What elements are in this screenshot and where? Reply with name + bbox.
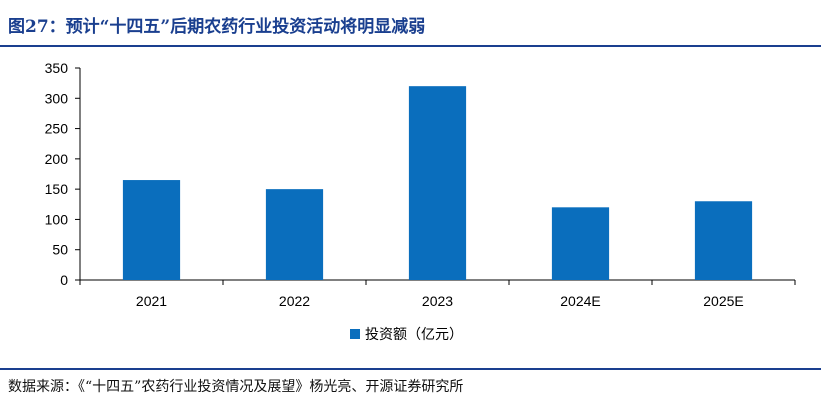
bar-2023: [408, 86, 467, 281]
figure-title: 图27：预计“十四五”后期农药行业投资活动将明显减弱: [8, 17, 426, 37]
x-tick-label: 2024E: [560, 293, 600, 309]
x-tick-label: 2025E: [703, 293, 743, 309]
legend: 投资额（亿元）: [350, 327, 463, 343]
legend-swatch: [350, 329, 360, 339]
y-tick-label: 0: [60, 272, 68, 288]
bar-2024E: [551, 207, 610, 280]
y-axis: 0 50 100 150 200 250 300 350: [45, 60, 81, 288]
title-divider: [0, 45, 821, 47]
y-tick-label: 50: [52, 242, 68, 258]
y-tick-label: 250: [45, 121, 69, 137]
y-tick-label: 100: [45, 211, 69, 227]
bar-2022: [265, 189, 324, 280]
x-tick-label: 2023: [422, 293, 453, 309]
bar-2021: [122, 180, 181, 280]
y-tick-label: 200: [45, 151, 69, 167]
x-tick-label: 2021: [136, 293, 167, 309]
source-note: 数据来源：《“十四五”农药行业投资情况及展望》杨光亮、开源证券研究所: [8, 379, 464, 395]
x-axis: 2021 2022 2023 2024E 2025E: [79, 279, 796, 309]
source-divider: [0, 368, 821, 370]
bars: [122, 86, 753, 281]
x-tick-label: 2022: [279, 293, 310, 309]
bar-2025E: [694, 201, 753, 280]
legend-label: 投资额（亿元）: [365, 327, 463, 343]
y-tick-label: 150: [45, 181, 69, 197]
y-tick-label: 350: [45, 60, 69, 76]
y-tick-label: 300: [45, 90, 69, 106]
